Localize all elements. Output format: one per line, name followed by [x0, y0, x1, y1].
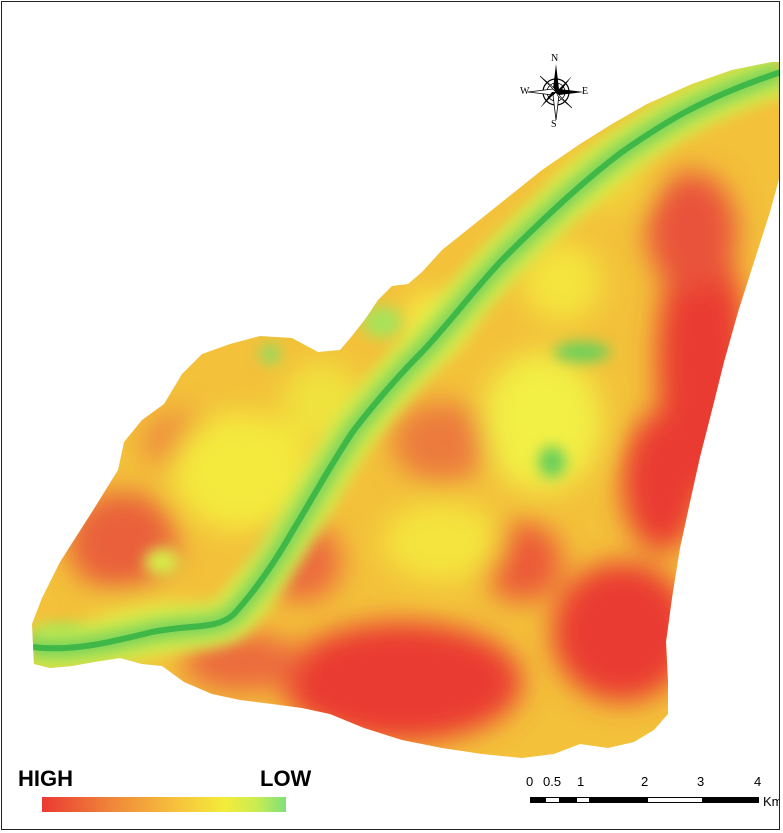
scale-segment — [647, 797, 703, 803]
compass-north: N — [551, 53, 559, 64]
compass-west: W — [520, 86, 530, 97]
scale-label-2: 2 — [641, 774, 649, 789]
legend-high-label: HIGH — [18, 766, 73, 791]
scale-segment — [560, 797, 576, 803]
compass-rose: N S E W — [520, 54, 590, 132]
scale-segment — [590, 797, 647, 803]
scale-label-4: 4 — [754, 774, 762, 789]
compass-east: E — [582, 86, 589, 97]
river-channel — [32, 69, 779, 652]
compass-star-icon — [527, 64, 584, 121]
scale-segment — [576, 797, 590, 803]
scale-segment — [530, 797, 545, 803]
scale-label-0-5: 0.5 — [543, 774, 562, 789]
scale-segment — [545, 797, 560, 803]
scale-unit: Km — [763, 794, 779, 809]
compass-south: S — [551, 119, 557, 130]
scale-segment — [703, 797, 759, 803]
scale-label-3: 3 — [697, 774, 705, 789]
legend-low-label: LOW — [260, 766, 312, 791]
legend-gradient-bar — [42, 797, 286, 812]
scale-label-0: 0 — [526, 774, 534, 789]
scale-bar: 0 0.5 1 2 3 4 Km — [526, 774, 779, 814]
scale-label-1: 1 — [577, 774, 585, 789]
